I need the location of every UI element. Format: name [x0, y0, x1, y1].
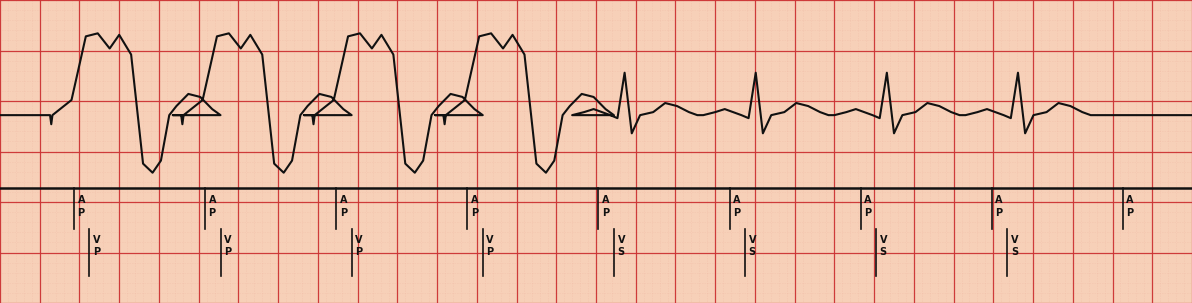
Text: P: P — [77, 208, 85, 218]
Text: V: V — [749, 235, 756, 245]
Text: V: V — [355, 235, 362, 245]
Text: P: P — [602, 208, 609, 218]
Text: P: P — [355, 247, 362, 257]
Text: P: P — [340, 208, 347, 218]
Text: P: P — [995, 208, 1002, 218]
Text: P: P — [486, 247, 493, 257]
Text: A: A — [733, 195, 740, 205]
Text: P: P — [209, 208, 216, 218]
Text: A: A — [864, 195, 871, 205]
Text: A: A — [471, 195, 478, 205]
Text: V: V — [617, 235, 625, 245]
Text: P: P — [1126, 208, 1134, 218]
Text: S: S — [880, 247, 887, 257]
Text: P: P — [733, 208, 740, 218]
Text: P: P — [864, 208, 871, 218]
Text: A: A — [602, 195, 609, 205]
Text: S: S — [617, 247, 625, 257]
Text: V: V — [1011, 235, 1018, 245]
Text: A: A — [1126, 195, 1134, 205]
Text: S: S — [749, 247, 756, 257]
Text: A: A — [340, 195, 347, 205]
Text: S: S — [1011, 247, 1018, 257]
Text: A: A — [209, 195, 216, 205]
Text: P: P — [93, 247, 100, 257]
Text: A: A — [77, 195, 85, 205]
Text: V: V — [486, 235, 493, 245]
Text: V: V — [224, 235, 231, 245]
Text: V: V — [880, 235, 887, 245]
Text: V: V — [93, 235, 100, 245]
Text: P: P — [471, 208, 478, 218]
Text: A: A — [995, 195, 1002, 205]
Text: P: P — [224, 247, 231, 257]
